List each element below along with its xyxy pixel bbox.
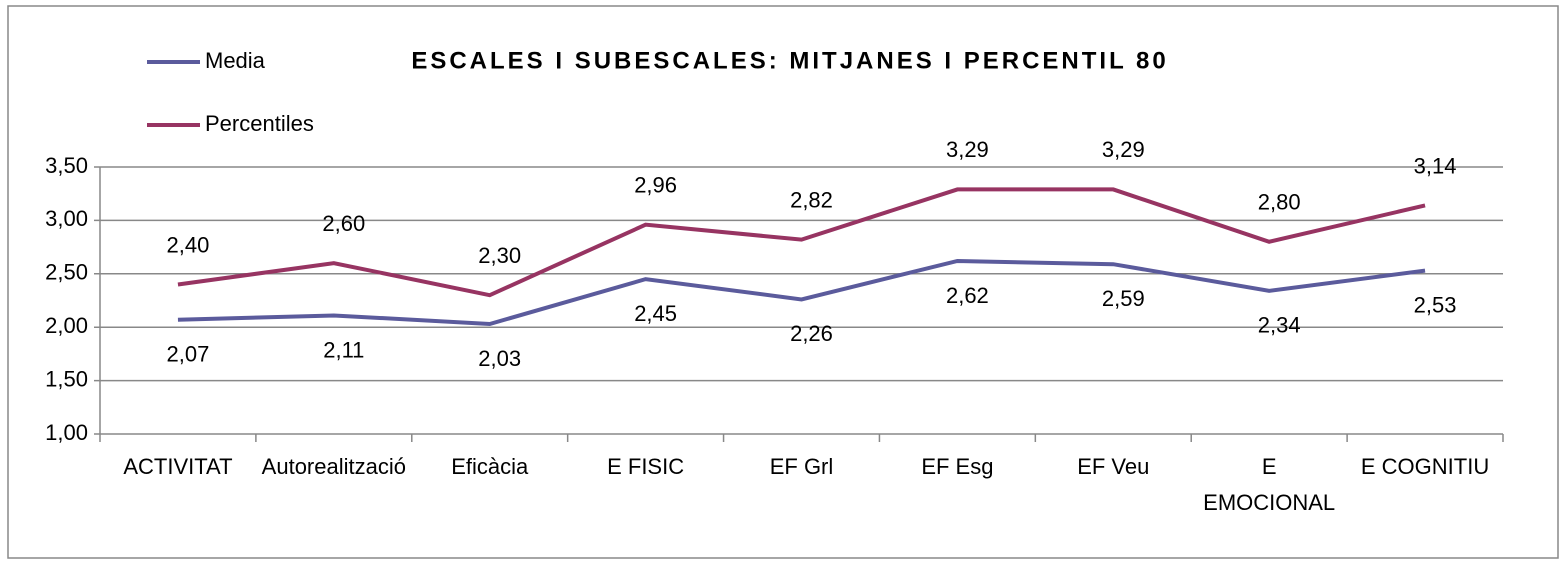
data-label: 2,40 [167,232,210,257]
data-label: 2,82 [790,187,833,212]
data-label: 3,14 [1414,153,1457,178]
chart-frame [7,5,1559,559]
data-label: 2,60 [322,211,365,236]
x-tick-label: E FISIC [607,454,684,479]
data-label: 2,53 [1414,292,1457,317]
x-tick-label: EF Grl [770,454,834,479]
y-tick-label: 3,50 [45,153,88,178]
data-label: 2,96 [634,172,677,197]
x-tick-label: ACTIVITAT [123,454,232,479]
data-label: 2,07 [167,342,210,367]
y-tick-label: 3,00 [45,206,88,231]
data-label: 2,80 [1258,190,1301,215]
data-label: 2,62 [946,283,989,308]
legend-label: Percentiles [205,111,314,136]
x-tick-label: E COGNITIU [1361,454,1489,479]
y-tick-label: 1,00 [45,420,88,445]
data-label: 3,29 [1102,137,1145,162]
chart-title: ESCALES I SUBESCALES: MITJANES I PERCENT… [411,47,1168,74]
x-tick-label: Eficàcia [451,454,529,479]
y-tick-label: 1,50 [45,366,88,391]
data-label: 2,11 [323,337,364,362]
data-label: 2,30 [478,243,521,268]
data-label: 2,03 [478,346,521,371]
x-tick-label: Autorealització [262,454,406,479]
data-label: 2,59 [1102,286,1145,311]
x-tick-label: EF Esg [921,454,993,479]
y-tick-label: 2,50 [45,260,88,285]
legend-label: Media [205,48,266,73]
data-label: 3,29 [946,137,989,162]
data-label: 2,26 [790,321,833,346]
y-tick-label: 2,00 [45,313,88,338]
series-line [177,187,1426,298]
data-label: 2,45 [634,301,677,326]
series-line [177,258,1426,327]
data-label: 2,34 [1258,313,1301,338]
x-tick-label: E EMOCIONAL [1203,454,1335,515]
x-tick-label: EF Veu [1077,454,1149,479]
